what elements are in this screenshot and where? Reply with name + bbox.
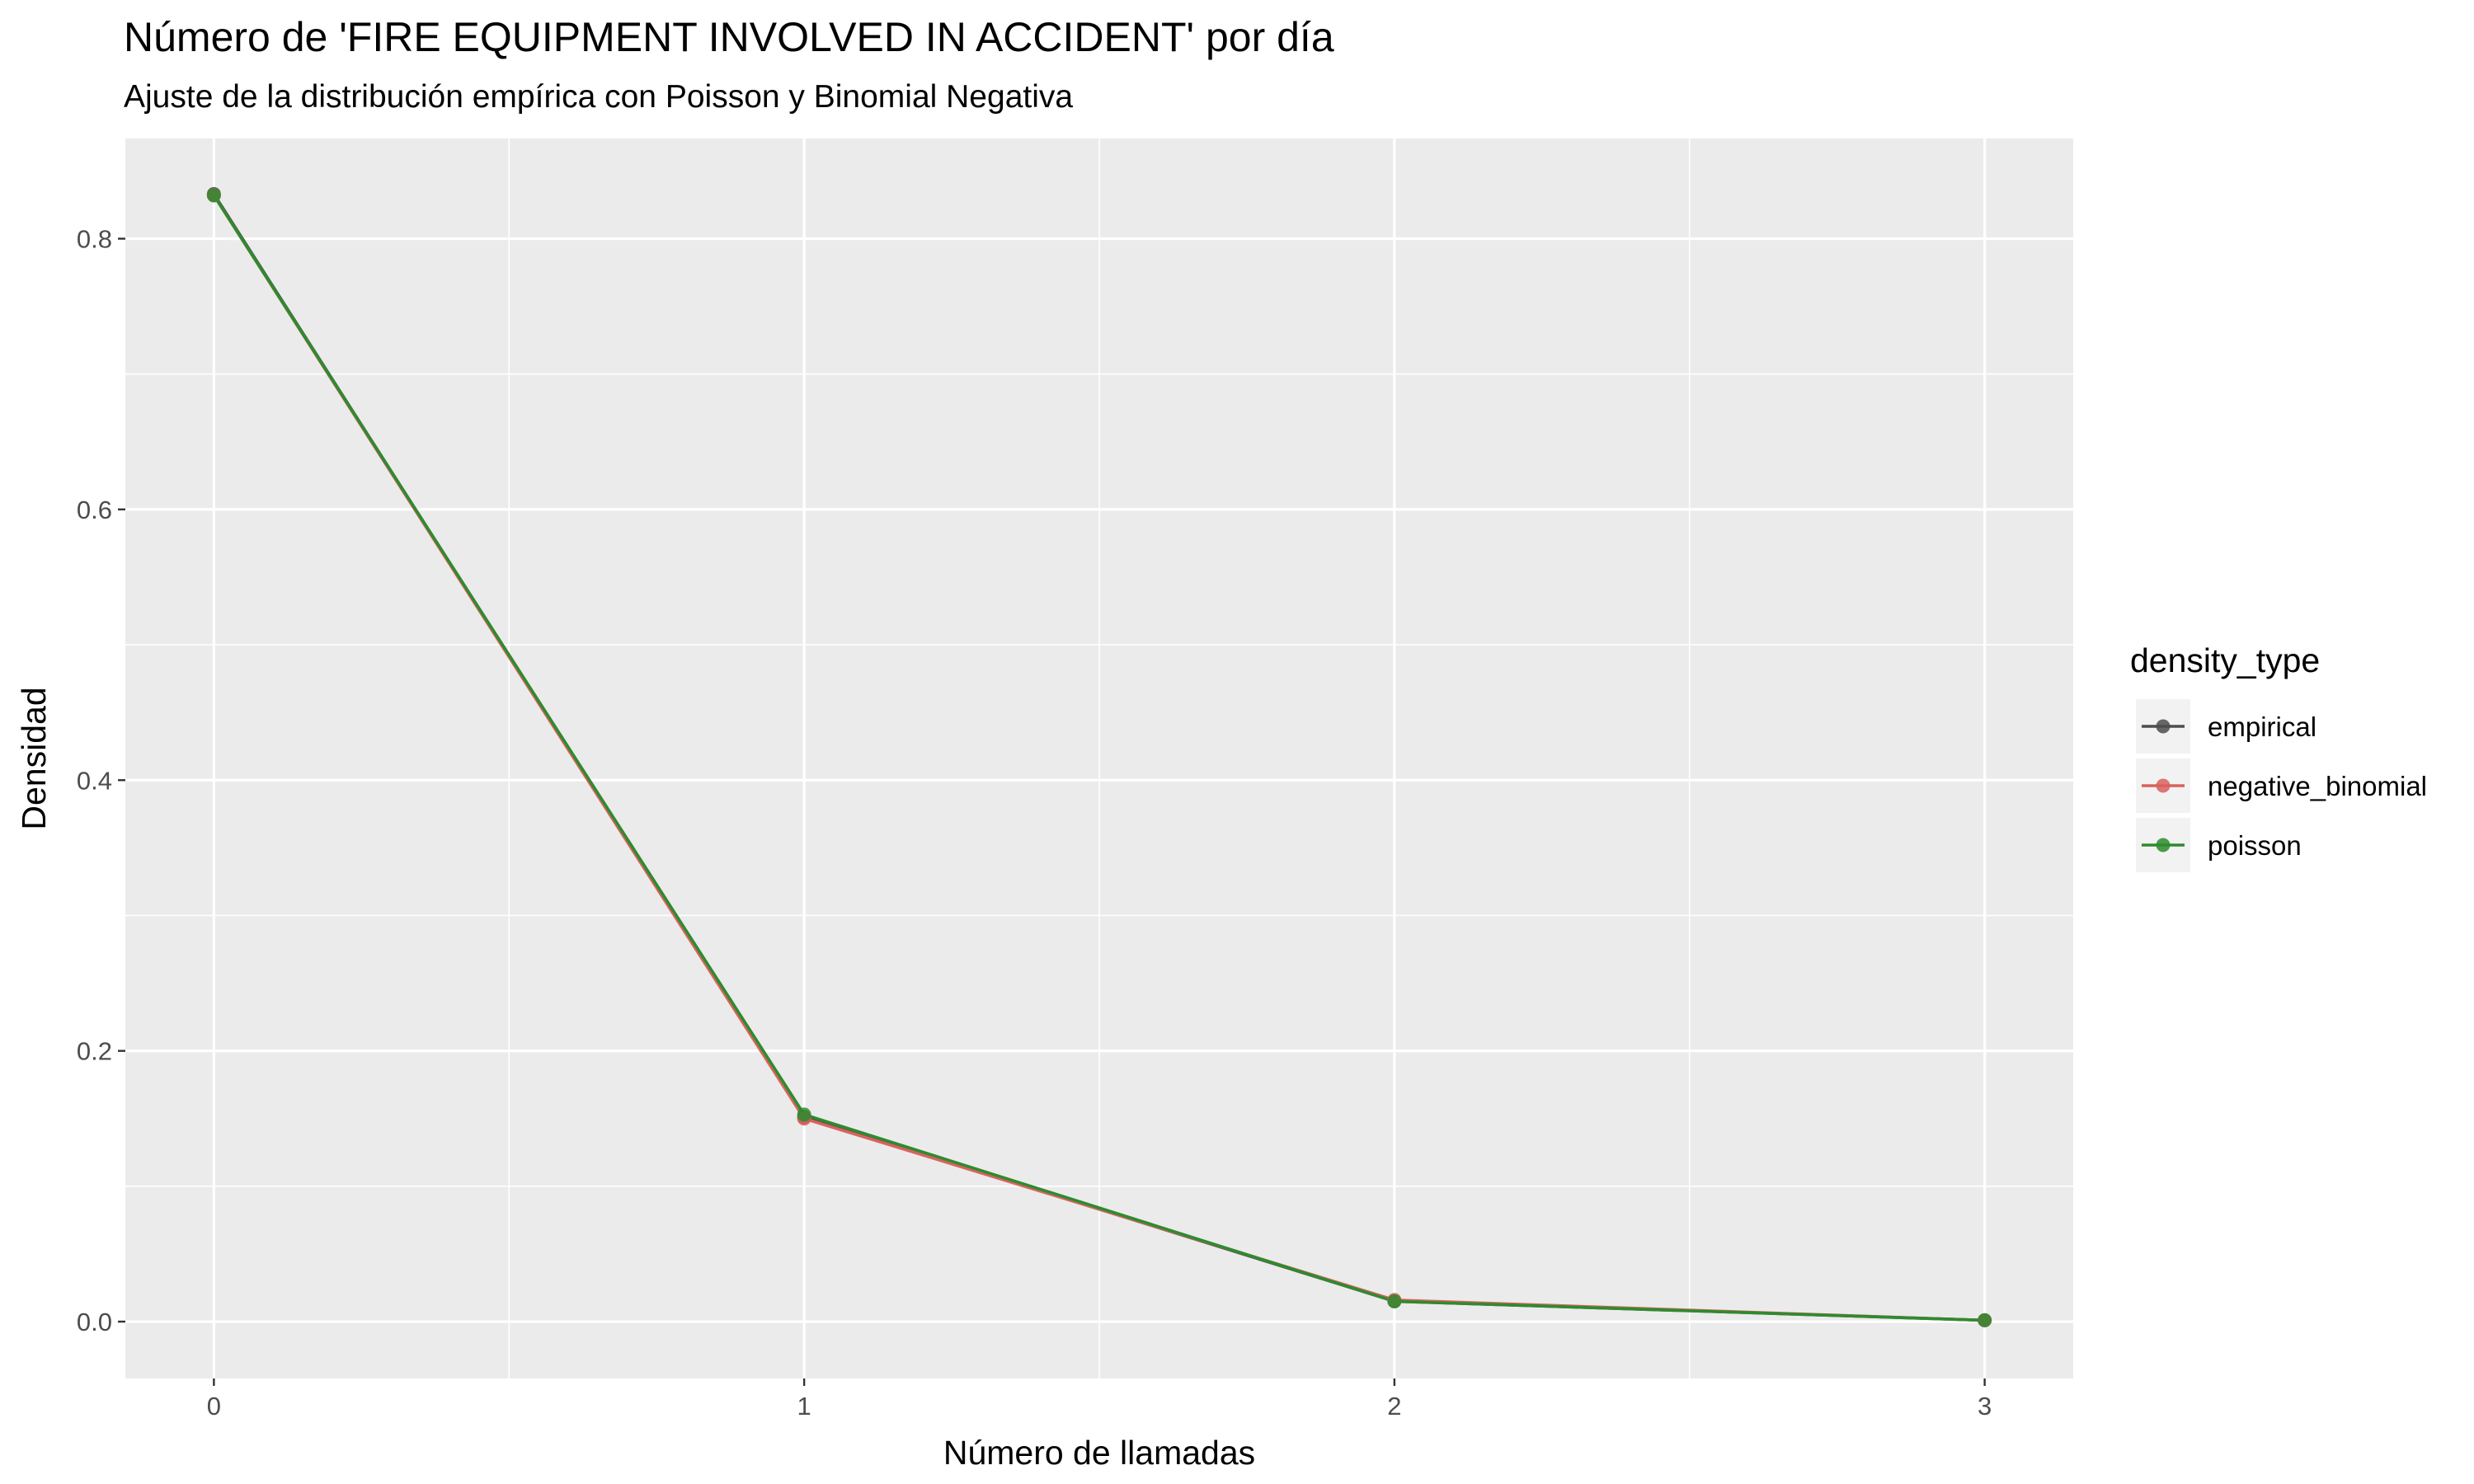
major-gridlines <box>125 139 2073 1378</box>
data-point-poisson <box>206 188 221 203</box>
y-tick-label: 0.2 <box>77 1037 112 1066</box>
y-axis-title: Densidad <box>15 687 53 829</box>
x-axis: 0 1 2 3 <box>207 1378 1992 1421</box>
y-tick-label: 0.8 <box>77 225 112 254</box>
legend-label-poisson: poisson <box>2208 830 2302 861</box>
x-tick-label: 3 <box>1978 1392 1992 1421</box>
legend-label-empirical: empirical <box>2208 711 2316 742</box>
series-lines <box>212 193 1985 1322</box>
x-tick-label: 0 <box>207 1392 221 1421</box>
x-tick-label: 1 <box>797 1392 811 1421</box>
y-axis: 0.0 0.2 0.4 0.6 0.8 <box>77 225 125 1336</box>
series-line-poisson <box>212 194 1985 1322</box>
legend-key-point-empirical <box>2156 719 2171 734</box>
legend-key-point-poisson <box>2156 838 2171 852</box>
data-point-poisson <box>1387 1294 1402 1308</box>
x-axis-title: Número de llamadas <box>943 1434 1255 1472</box>
series-points <box>206 186 1992 1327</box>
legend-key-point-negative-binomial <box>2156 778 2171 793</box>
y-tick-label: 0.6 <box>77 495 112 524</box>
x-tick-label: 2 <box>1387 1392 1401 1421</box>
data-point-poisson <box>1978 1313 1992 1327</box>
y-tick-label: 0.0 <box>77 1308 112 1336</box>
chart-title: Número de 'FIRE EQUIPMENT INVOLVED IN AC… <box>124 14 1334 60</box>
y-tick-label: 0.4 <box>77 766 112 795</box>
data-point-poisson <box>797 1107 811 1122</box>
legend-title: density_type <box>2130 641 2320 679</box>
legend-label-negative-binomial: negative_binomial <box>2208 771 2427 801</box>
legend: density_type empirical negative_binomialp… <box>2130 641 2427 872</box>
chart-subtitle: Ajuste de la distribución empírica con P… <box>124 79 1073 115</box>
minor-gridlines <box>125 139 2073 1378</box>
